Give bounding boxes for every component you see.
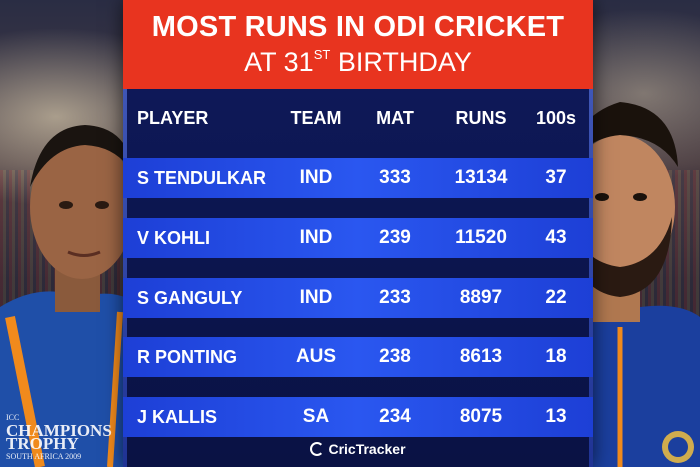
- title-line-2-suffix: BIRTHDAY: [330, 47, 472, 77]
- cell-mat: 238: [379, 346, 411, 367]
- cell-100s: 43: [545, 227, 567, 248]
- cell-100s: 37: [545, 167, 567, 188]
- cell-team: AUS: [295, 346, 337, 367]
- jersey-line-3: TROPHY: [6, 434, 79, 453]
- table-row: S GANGULY IND 233 8897 22: [123, 278, 593, 318]
- cell-runs: 8613: [459, 346, 503, 367]
- cell-100s: 18: [545, 346, 567, 367]
- title-banner: MOST RUNS IN ODI CRICKET AT 31ST BIRTHDA…: [123, 0, 593, 89]
- cell-player: R PONTING: [137, 346, 238, 367]
- cell-player: V KOHLI: [137, 227, 211, 248]
- table-row: V KOHLI IND 239 11520 43: [123, 218, 593, 258]
- header-player: PLAYER: [137, 107, 209, 128]
- cell-team: IND: [299, 167, 333, 188]
- jersey-line-2: CHAMPIONS: [6, 421, 112, 440]
- table-row: R PONTING AUS 238 8613 18: [123, 337, 593, 377]
- jersey-trophy-text: ICC CHAMPIONS TROPHY SOUTH AFRICA 2009: [6, 411, 112, 463]
- cell-100s: 13: [545, 406, 567, 427]
- cell-mat: 233: [379, 287, 411, 308]
- cell-team: SA: [302, 406, 330, 427]
- table-header: PLAYER TEAM MAT RUNS 100s: [123, 98, 593, 138]
- cell-mat: 234: [379, 406, 411, 427]
- title-line-1: MOST RUNS IN ODI CRICKET: [151, 11, 565, 43]
- table-row: S TENDULKAR IND 333 13134 37: [123, 158, 593, 198]
- header-runs: RUNS: [455, 107, 507, 128]
- cell-mat: 239: [379, 227, 411, 248]
- title-line-2-prefix: AT 31: [244, 47, 314, 77]
- cell-team: IND: [299, 287, 333, 308]
- cell-player: J KALLIS: [137, 406, 218, 427]
- header-team: TEAM: [290, 107, 342, 128]
- cell-100s: 22: [545, 287, 567, 308]
- stats-panel: MOST RUNS IN ODI CRICKET AT 31ST BIRTHDA…: [123, 0, 593, 467]
- cell-player: S GANGULY: [137, 287, 243, 308]
- crictracker-logo: CricTracker: [123, 438, 593, 460]
- jersey-line-1: ICC: [6, 413, 20, 422]
- header-100s: 100s: [535, 107, 577, 128]
- cell-runs: 13134: [454, 167, 508, 188]
- cell-mat: 333: [379, 167, 411, 188]
- player-left-image: [0, 125, 140, 467]
- jersey-line-4: SOUTH AFRICA 2009: [6, 452, 82, 461]
- crictracker-brand-text: CricTracker: [328, 441, 406, 457]
- cell-player: S TENDULKAR: [137, 167, 266, 188]
- table-row: J KALLIS SA 234 8075 13: [123, 397, 593, 437]
- title-line-2: AT 31ST BIRTHDAY: [123, 47, 593, 78]
- cell-team: IND: [299, 227, 333, 248]
- cell-runs: 8075: [459, 406, 503, 427]
- crictracker-logo-icon: [310, 442, 325, 456]
- title-line-2-superscript: ST: [313, 47, 331, 62]
- cell-runs: 8897: [459, 287, 503, 308]
- cell-runs: 11520: [455, 227, 507, 248]
- header-mat: MAT: [376, 107, 414, 128]
